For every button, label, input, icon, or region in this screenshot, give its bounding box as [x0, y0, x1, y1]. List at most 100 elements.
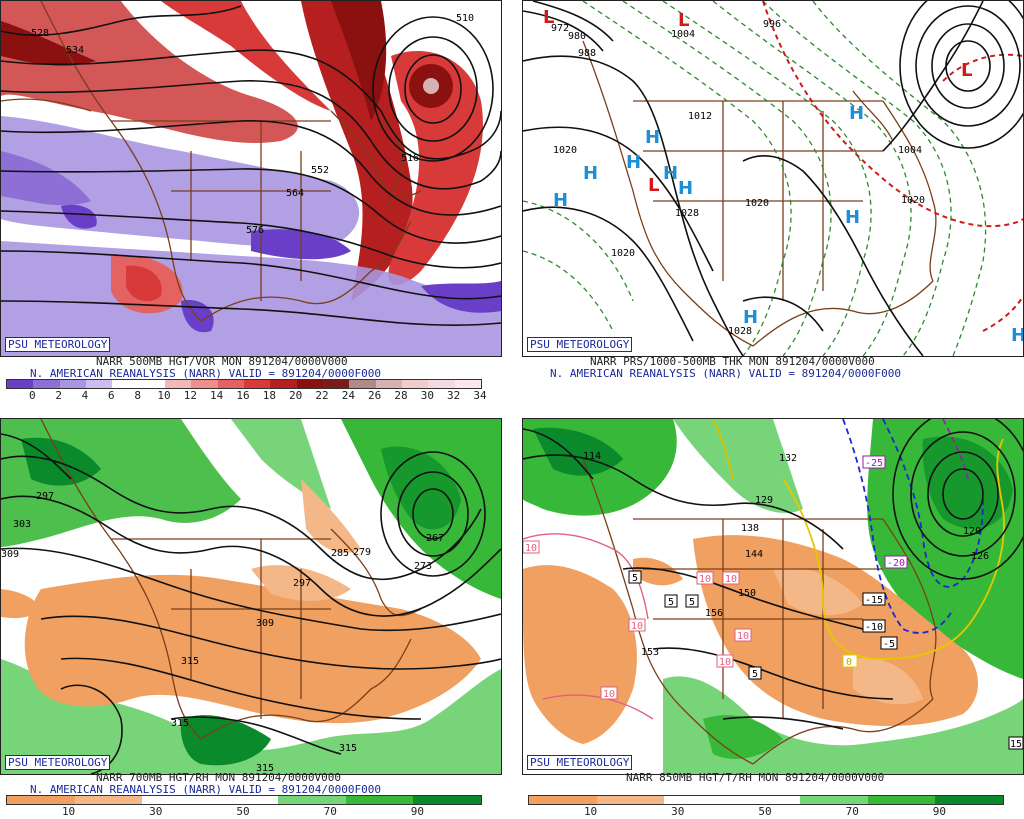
isobar-label: 1004 — [898, 145, 922, 156]
colorbar-vorticity — [6, 379, 482, 389]
isobar-label: 1020 — [745, 198, 769, 209]
map-700mb-graphic: 297 303 309 315 315 315 309 297 285 279 … — [1, 419, 501, 774]
colorbar-swatch — [33, 380, 60, 388]
temperature-label: -5 — [883, 639, 895, 650]
panel-caption-line2: N. AMERICAN REANALYSIS (NARR) VALID = 89… — [550, 367, 901, 380]
contour-label: 315 — [181, 656, 199, 667]
temperature-label: 10 — [603, 689, 615, 700]
height-label: 114 — [583, 451, 601, 462]
isobar-label: 988 — [578, 48, 596, 59]
colorbar-swatch — [732, 796, 800, 804]
colorbar-swatch — [799, 796, 868, 804]
map-slp-graphic: L L L L H H H H H H H H H H 1020 1028 10… — [523, 1, 1023, 356]
panel-850mb-temp-rh: 138 144 150 156 153 126 120 114 132 129 … — [522, 418, 1024, 819]
temperature-label: 10 — [737, 631, 749, 642]
temperature-label: -20 — [887, 558, 905, 569]
temperature-label: 10 — [631, 621, 643, 632]
high-pressure-marker: H — [583, 163, 598, 184]
psu-meteorology-label: PSU METEOROLOGY — [5, 337, 111, 352]
temperature-label: 10 — [699, 574, 711, 585]
map-850mb-graphic: 138 144 150 156 153 126 120 114 132 129 … — [523, 419, 1023, 774]
panel-caption-line2: N. AMERICAN REANALYSIS (NARR) VALID = 89… — [30, 367, 381, 380]
height-label: 156 — [705, 608, 723, 619]
panel-caption-line1: NARR 500MB HGT/VOR MON 891204/0000V000 — [96, 355, 348, 368]
colorbar-ticks-vorticity: 0 2 4 6 8 10 12 14 16 18 20 22 24 26 28 30 32 34 — [6, 389, 487, 403]
panel-caption-line1: NARR 850MB HGT/T/RH MON 891204/0000V000 — [626, 771, 885, 784]
colorbar-tick-label: 50 — [758, 805, 772, 818]
colorbar-tick-label: 8 — [134, 389, 141, 402]
temperature-label: -10 — [865, 622, 883, 633]
high-pressure-marker: H — [626, 152, 641, 173]
psu-meteorology-label: PSU METEOROLOGY — [5, 755, 111, 770]
temperature-label: 5 — [689, 597, 695, 608]
contour-label: 267 — [426, 533, 444, 544]
temperature-label: 5 — [752, 669, 758, 680]
isobar-label: 1012 — [688, 111, 712, 122]
colorbar-tick-label: 70 — [845, 805, 859, 818]
colorbar-tick-label: 10 — [157, 389, 171, 402]
colorbar-tick-label: 12 — [183, 389, 197, 402]
colorbar-swatch — [345, 796, 414, 804]
colorbar-swatch — [454, 380, 481, 388]
colorbar-swatch — [296, 380, 323, 388]
colorbar-tick-label: 10 — [61, 805, 76, 818]
colorbar-swatch — [59, 380, 86, 388]
contour-label: 279 — [353, 547, 371, 558]
colorbar-swatch — [138, 380, 165, 388]
isobar-label: 1020 — [553, 145, 577, 156]
contour-label: 528 — [31, 28, 49, 39]
contour-label: 315 — [339, 743, 357, 754]
isobar-label: 1020 — [901, 195, 925, 206]
high-pressure-marker: H — [1011, 325, 1023, 346]
colorbar-tick-label: 70 — [323, 805, 337, 818]
colorbar-swatch — [529, 796, 597, 804]
colorbar-tick-label: 34 — [473, 389, 487, 402]
colorbar-swatch — [428, 380, 455, 388]
height-label: 153 — [641, 647, 659, 658]
contour-label: 297 — [36, 491, 54, 502]
colorbar-swatch — [142, 796, 211, 804]
colorbar-tick-label: 10 — [583, 805, 598, 818]
contour-label: 564 — [286, 188, 304, 199]
colorbar-swatch — [217, 380, 244, 388]
colorbar-swatch — [210, 796, 278, 804]
contour-label: 297 — [293, 578, 311, 589]
colorbar-swatch — [164, 380, 192, 388]
contour-label: 534 — [66, 45, 84, 56]
colorbar-rh-850mb — [528, 795, 1004, 805]
colorbar-tick-label: 2 — [55, 389, 62, 402]
temperature-label: 5 — [632, 573, 638, 584]
colorbar-tick-label: 22 — [315, 389, 329, 402]
contour-label: 285 — [331, 548, 349, 559]
contour-label: 576 — [246, 225, 264, 236]
panel-caption-line1: NARR 700MB HGT/RH MON 891204/0000V000 — [96, 771, 342, 784]
high-pressure-marker: H — [663, 163, 678, 184]
map-500mb: 528 516 552 564 576 510 534 PSU METEOROL… — [0, 0, 502, 357]
height-label: 132 — [779, 453, 797, 464]
colorbar-swatch — [935, 796, 1004, 804]
colorbar-swatch — [85, 380, 113, 388]
temperature-label: 10 — [725, 574, 737, 585]
colorbar-tick-label: 6 — [108, 389, 115, 402]
colorbar-swatch — [112, 380, 139, 388]
colorbar-tick-label: 50 — [236, 805, 250, 818]
colorbar-swatch — [7, 380, 34, 388]
colorbar-tick-label: 28 — [394, 389, 408, 402]
contour-labels-700mb: 297 303 309 315 315 315 309 297 285 279 … — [1, 491, 444, 774]
contour-label: 309 — [1, 549, 19, 560]
colorbar-tick-label: 32 — [447, 389, 461, 402]
colorbar-swatch — [664, 796, 733, 804]
colorbar-swatch — [349, 380, 376, 388]
panel-caption-line1: NARR PRS/1000-500MB THK MON 891204/0000V… — [590, 355, 875, 368]
low-pressure-marker: L — [648, 175, 659, 196]
colorbar-swatch — [7, 796, 75, 804]
map-slp: L L L L H H H H H H H H H H 1020 1028 10… — [522, 0, 1024, 357]
colorbar-swatch — [322, 380, 350, 388]
colorbar-swatch — [243, 380, 271, 388]
height-label: 150 — [738, 588, 756, 599]
height-label: 129 — [755, 495, 773, 506]
colorbar-tick-label: 0 — [29, 389, 36, 402]
panel-caption-line2: N. AMERICAN REANALYSIS (NARR) VALID = 89… — [30, 783, 381, 796]
colorbar-swatch — [596, 796, 665, 804]
colorbar-tick-label: 26 — [368, 389, 382, 402]
